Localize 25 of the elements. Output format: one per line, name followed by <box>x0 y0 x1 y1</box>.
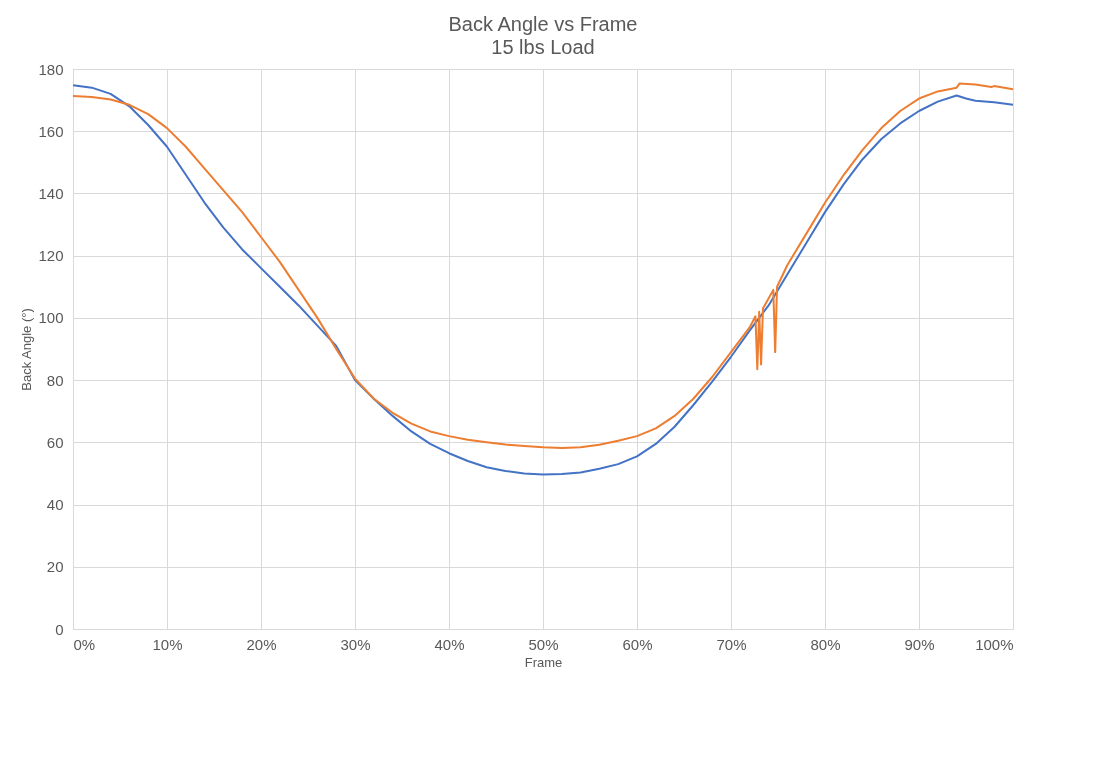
x-tick-label: 10% <box>152 635 183 653</box>
x-tick-label: 60% <box>622 635 653 653</box>
y-tick-label: 100 <box>38 309 64 327</box>
x-tick-label: 90% <box>904 635 935 653</box>
x-tick-label: 0% <box>73 635 96 653</box>
x-tick-label: 40% <box>434 635 465 653</box>
x-tick-label: 100% <box>975 635 1014 653</box>
y-tick-label: 40 <box>46 496 64 514</box>
y-tick-label: 180 <box>38 60 64 78</box>
y-tick-label: 0 <box>55 620 64 638</box>
y-axis-title: Back Angle (°) <box>19 308 35 391</box>
x-tick-label: 80% <box>810 635 841 653</box>
x-tick-label: 30% <box>340 635 371 653</box>
y-tick-label: 60 <box>46 433 64 451</box>
x-axis-title: Frame <box>524 654 563 670</box>
chart-title: Back Angle vs Frame <box>448 13 638 35</box>
y-tick-label: 20 <box>46 558 64 576</box>
y-tick-label: 140 <box>38 184 64 202</box>
x-tick-label: 70% <box>716 635 747 653</box>
y-tick-label: 80 <box>46 371 64 389</box>
chart-subtitle: 15 lbs Load <box>491 36 595 58</box>
x-tick-label: 20% <box>246 635 277 653</box>
y-tick-label: 160 <box>38 122 64 140</box>
x-tick-label: 50% <box>528 635 559 653</box>
y-tick-label: 120 <box>38 247 64 265</box>
